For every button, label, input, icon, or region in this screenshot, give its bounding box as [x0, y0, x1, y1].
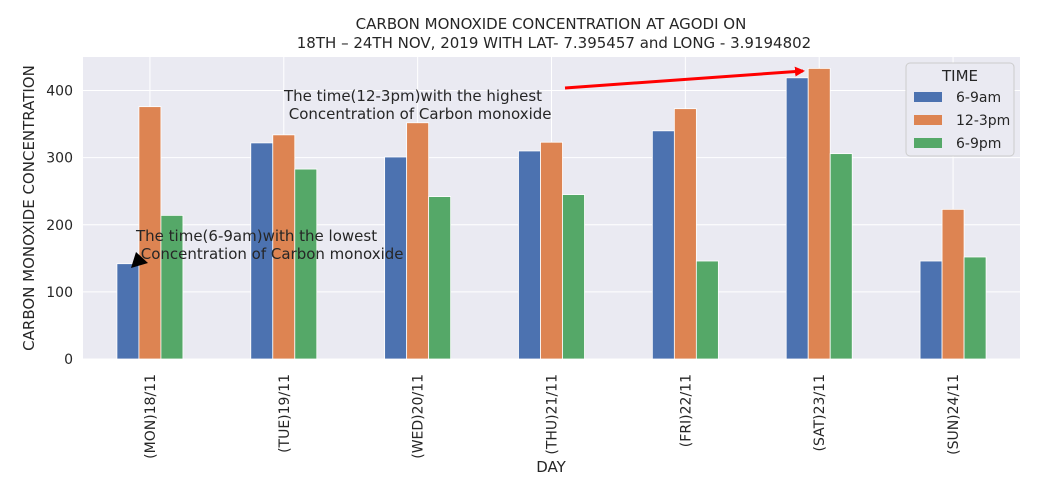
- x-tick-label: (FRI)22/11: [678, 374, 694, 447]
- annotation-lowest-line2: Concentration of Carbon monoxide: [136, 245, 404, 263]
- bar: [518, 150, 541, 360]
- y-tick-label: 400: [46, 84, 73, 100]
- bar: [919, 260, 943, 360]
- legend-items: 6-9am 12-3pm 6-9pm: [914, 90, 1010, 152]
- bar: [941, 208, 965, 360]
- y-tick-label: 200: [46, 218, 73, 234]
- y-tick-label: 300: [46, 151, 73, 167]
- bar: [651, 130, 675, 360]
- legend: TIME 6-9am 12-3pm 6-9pm: [905, 62, 1015, 157]
- annotation-highest-line1: The time(12-3pm)with the highest: [283, 87, 542, 105]
- x-tick-label: (SAT)23/11: [812, 374, 828, 451]
- bar: [829, 153, 853, 360]
- annotation-lowest: The time(6-9am)with the lowest Concentra…: [131, 227, 404, 268]
- legend-label: 12-3pm: [956, 113, 1010, 129]
- x-tick-label: (THU)21/11: [545, 374, 561, 455]
- x-tick-label: (WED)20/11: [411, 374, 427, 459]
- y-tick-label: 100: [46, 285, 73, 301]
- annotation-lowest-arrowhead: [131, 252, 148, 268]
- annotation-lowest-line1: The time(6-9am)with the lowest: [135, 227, 377, 245]
- chart-title-line2: 18TH – 24TH NOV, 2019 WITH LAT- 7.395457…: [297, 34, 811, 52]
- bar: [695, 260, 719, 360]
- bar: [428, 196, 452, 360]
- bar: [963, 256, 987, 360]
- legend-title: TIME: [941, 67, 978, 85]
- bar: [116, 263, 140, 360]
- x-tick-label: (TUE)19/11: [277, 374, 293, 453]
- bar: [562, 194, 585, 360]
- x-tick-label: (SUN)24/11: [946, 374, 962, 455]
- chart-title-line1: CARBON MONOXIDE CONCENTRATION AT AGODI O…: [356, 15, 747, 33]
- bar: [807, 68, 831, 360]
- bar: [294, 168, 318, 360]
- bars: [116, 68, 987, 360]
- bar: [673, 108, 697, 360]
- y-tick-labels: 0 100 200 300 400: [46, 84, 73, 368]
- bar: [540, 141, 563, 360]
- x-tick-label: (MON)18/11: [143, 374, 159, 459]
- legend-label: 6-9am: [956, 90, 1001, 106]
- annotation-highest-line2: Concentration of Carbon monoxide: [284, 105, 552, 123]
- x-tick-labels: (MON)18/11 (TUE)19/11 (WED)20/11 (THU)21/11…: [143, 374, 962, 459]
- annotation-highest: The time(12-3pm)with the highest Concent…: [283, 66, 805, 123]
- legend-swatch: [914, 115, 942, 125]
- bar: [785, 77, 809, 360]
- bar: [160, 214, 184, 360]
- y-axis-label: CARBON MONOXIDE CONCENTRATION: [20, 65, 38, 351]
- legend-label: 6-9pm: [956, 136, 1001, 152]
- legend-swatch: [914, 92, 942, 102]
- y-tick-label: 0: [64, 352, 73, 368]
- x-axis-label: DAY: [536, 458, 566, 476]
- annotation-highest-arrow: [564, 66, 805, 90]
- bar: [406, 122, 430, 360]
- legend-box: [905, 62, 1015, 157]
- legend-swatch: [914, 138, 942, 148]
